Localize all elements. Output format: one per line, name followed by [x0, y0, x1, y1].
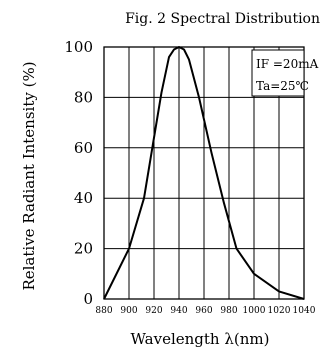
x-tick-label: 920 [145, 306, 162, 316]
y-tick-label: 100 [64, 38, 93, 56]
x-tick-label: 900 [120, 306, 137, 316]
y-tick-label: 40 [74, 189, 93, 207]
chart-title: Fig. 2 Spectral Distribution [125, 11, 320, 27]
x-tick-label: 1000 [243, 306, 266, 316]
x-tick-label: 980 [220, 306, 237, 316]
annotation-ta: Ta=25℃ [256, 79, 309, 93]
y-tick-label: 60 [74, 139, 93, 157]
x-tick-labels: 880 900 920 940 960 980 1000 1020 1040 [95, 306, 315, 316]
y-tick-label: 80 [74, 88, 93, 106]
x-tick-label: 880 [95, 306, 112, 316]
y-axis-label: Relative Radiant Intensity (%) [20, 61, 38, 290]
y-tick-labels: 0 20 40 60 80 100 [64, 38, 93, 308]
series-line [103, 46, 305, 300]
x-tick-label: 960 [195, 306, 212, 316]
x-axis-label: Wavelength λ(nm) [131, 330, 270, 348]
conditions-box [251, 49, 305, 97]
x-tick-label: 1020 [268, 306, 291, 316]
y-tick-label: 0 [83, 290, 93, 308]
x-tick-label: 1040 [293, 306, 316, 316]
x-tick-label: 940 [170, 306, 187, 316]
grid [103, 46, 305, 300]
plot-area-frame [103, 46, 305, 300]
annotation-if: IF =20mA [256, 57, 319, 71]
y-tick-label: 20 [74, 240, 93, 258]
